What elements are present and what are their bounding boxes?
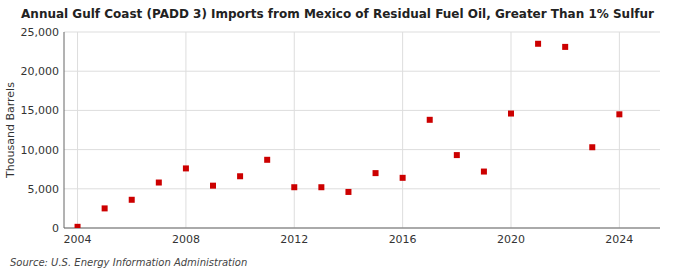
point (264, 157, 270, 163)
point (508, 111, 514, 117)
point (183, 165, 189, 171)
point (156, 180, 162, 186)
y-grid-line (64, 110, 660, 111)
point (400, 175, 406, 181)
point (291, 184, 297, 190)
point (535, 41, 541, 47)
x-grid-line (619, 32, 620, 228)
point (129, 197, 135, 203)
x-tick-label: 2012 (280, 233, 308, 246)
chart-container: 0 5,000 10,000 15,000 20,000 25,000 2004 2008 20… (0, 0, 675, 275)
y-grid-line (64, 32, 660, 33)
point (102, 205, 108, 211)
point (373, 170, 379, 176)
point (75, 224, 81, 228)
points (75, 41, 623, 228)
y-grid-line (64, 149, 660, 150)
x-grid-line (185, 32, 186, 228)
y-grid-line (64, 71, 660, 72)
y-tick-label: 5,000 (28, 183, 60, 196)
point (318, 184, 324, 190)
x-grid-line (511, 32, 512, 228)
y-tick-label: 15,000 (21, 104, 60, 117)
y-grid-line (64, 188, 660, 189)
y-tick-label: 10,000 (21, 144, 60, 157)
x-tick-label: 2004 (64, 233, 92, 246)
x-tick-label: 2024 (605, 233, 633, 246)
x-tick-label: 2008 (172, 233, 200, 246)
point (562, 44, 568, 50)
grid (64, 32, 660, 228)
y-tick-label: 25,000 (21, 26, 60, 39)
point (237, 173, 243, 179)
title: Annual Gulf Coast (PADD 3) Imports from … (21, 7, 654, 21)
y-tick-label: 0 (52, 222, 59, 235)
point (345, 189, 351, 195)
point (481, 169, 487, 175)
x-axis-line (64, 228, 660, 229)
y-grid-line (64, 228, 660, 229)
point (210, 183, 216, 189)
x-tick-label: 2020 (497, 233, 525, 246)
point (454, 152, 460, 158)
x-grid-line (77, 32, 78, 228)
y-axis-line (64, 32, 65, 228)
x-grid-line (294, 32, 295, 228)
point (589, 144, 595, 150)
y-tick-label: 20,000 (21, 65, 60, 78)
y-axis-label: Thousand Barrels (4, 82, 17, 179)
source-note: Source: U.S. Energy Information Administ… (10, 257, 247, 268)
x-grid-line (402, 32, 403, 228)
chart-svg: 0 5,000 10,000 15,000 20,000 25,000 2004 2008 20… (0, 0, 675, 275)
tick-labels: 0 5,000 10,000 15,000 20,000 25,000 2004 2008 20… (21, 26, 634, 246)
x-tick-label: 2016 (389, 233, 417, 246)
point (616, 111, 622, 117)
point (427, 117, 433, 123)
